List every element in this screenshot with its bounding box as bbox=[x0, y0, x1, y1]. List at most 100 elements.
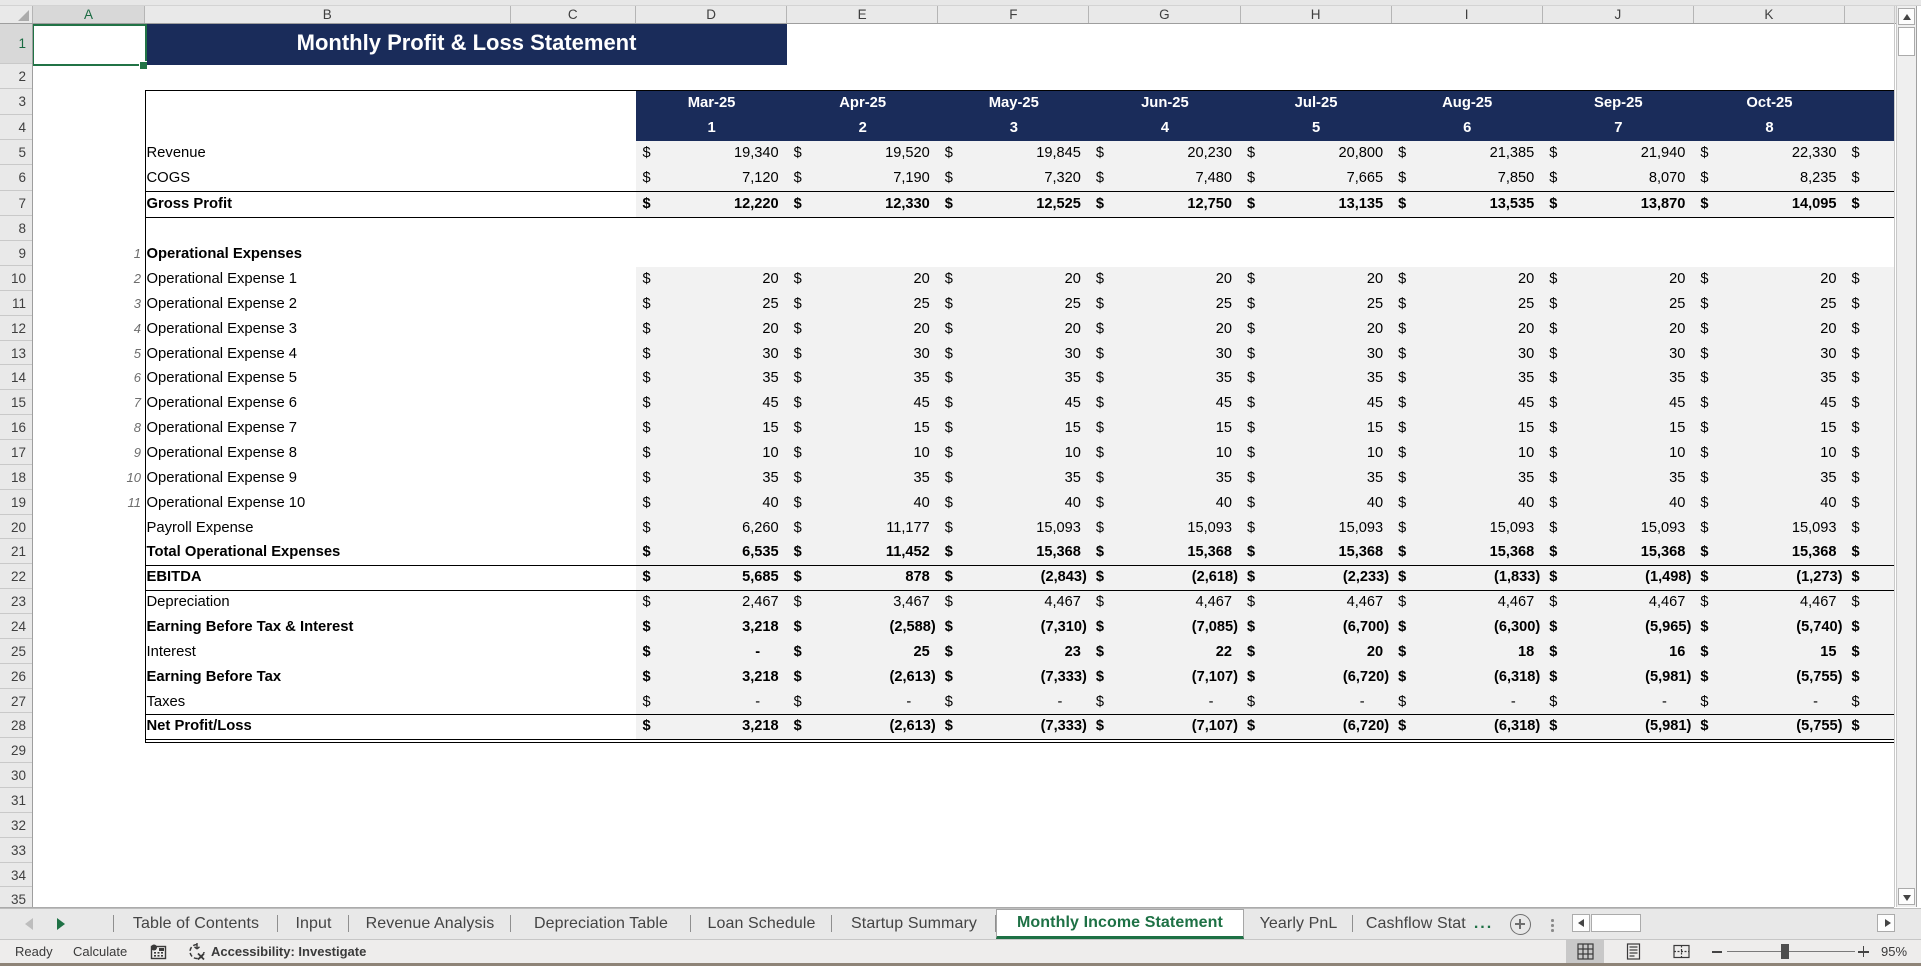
status-accessibility[interactable]: Accessibility: Investigate bbox=[211, 944, 367, 959]
zoom-in-button[interactable] bbox=[1857, 945, 1870, 958]
row-header-13[interactable]: 13 bbox=[0, 342, 32, 366]
cell-value: 15 bbox=[762, 420, 779, 437]
cell-value: 20,230 bbox=[1187, 144, 1232, 161]
view-page-break-button[interactable] bbox=[1662, 940, 1700, 963]
column-header-G[interactable]: G bbox=[1089, 6, 1241, 23]
row-header-35[interactable]: 35 bbox=[0, 888, 32, 907]
scroll-left-button[interactable] bbox=[1572, 914, 1590, 932]
row-header-5[interactable]: 5 bbox=[0, 141, 32, 166]
row-header-12[interactable]: 12 bbox=[0, 317, 32, 341]
scroll-right-button[interactable] bbox=[1877, 914, 1895, 932]
view-page-layout-button[interactable] bbox=[1614, 940, 1652, 963]
fill-handle[interactable] bbox=[139, 61, 147, 69]
row-header-18[interactable]: 18 bbox=[0, 466, 32, 490]
column-header-H[interactable]: H bbox=[1241, 6, 1392, 23]
row-header-9[interactable]: 9 bbox=[0, 242, 32, 266]
row-header-2[interactable]: 2 bbox=[0, 65, 32, 90]
cell-currency: $ bbox=[1247, 618, 1256, 635]
row-header-34[interactable]: 34 bbox=[0, 864, 32, 888]
row-header-33[interactable]: 33 bbox=[0, 839, 32, 863]
row-header-28[interactable]: 28 bbox=[0, 714, 32, 739]
row-header-6[interactable]: 6 bbox=[0, 166, 32, 191]
cell-currency: $ bbox=[944, 494, 953, 511]
tab-splitter-dot bbox=[1551, 919, 1554, 922]
scroll-down-button[interactable] bbox=[1897, 888, 1915, 905]
zoom-slider-thumb[interactable] bbox=[1781, 944, 1789, 959]
row-header-24[interactable]: 24 bbox=[0, 615, 32, 639]
column-header-K[interactable]: K bbox=[1694, 6, 1845, 23]
row-header-27[interactable]: 27 bbox=[0, 690, 32, 714]
sheet-tab-startup-summary[interactable]: Startup Summary bbox=[832, 910, 996, 937]
cell-value: - bbox=[755, 693, 761, 710]
cell-value: 20 bbox=[762, 270, 779, 287]
row-header-4[interactable]: 4 bbox=[0, 116, 32, 140]
row-header-20[interactable]: 20 bbox=[0, 516, 32, 540]
column-header-E[interactable]: E bbox=[787, 6, 939, 23]
zoom-slider-track[interactable] bbox=[1727, 951, 1855, 952]
cell-value: 10 bbox=[1215, 444, 1232, 461]
cell-currency: $ bbox=[1247, 494, 1256, 511]
row-header-23[interactable]: 23 bbox=[0, 590, 32, 614]
sheet-tab-cashflow-stat[interactable]: Cashflow Stat... bbox=[1353, 910, 1506, 937]
row-header-3[interactable]: 3 bbox=[0, 90, 32, 115]
row-header-19[interactable]: 19 bbox=[0, 491, 32, 515]
h-scroll-thumb[interactable] bbox=[1591, 914, 1641, 932]
column-header-C[interactable]: C bbox=[511, 6, 636, 23]
row-header-22[interactable]: 22 bbox=[0, 565, 32, 590]
cell-currency: $ bbox=[793, 469, 802, 486]
row-header-1[interactable]: 1 bbox=[0, 24, 32, 64]
column-header-F[interactable]: F bbox=[938, 6, 1090, 23]
zoom-out-button[interactable] bbox=[1711, 945, 1723, 958]
cell-currency: $ bbox=[793, 519, 802, 536]
row-header-32[interactable]: 32 bbox=[0, 814, 32, 838]
row-header-7[interactable]: 7 bbox=[0, 192, 32, 217]
column-header-I[interactable]: I bbox=[1392, 6, 1543, 23]
sheet-tab-depreciation-table[interactable]: Depreciation Table bbox=[511, 910, 691, 937]
select-all-button[interactable] bbox=[0, 6, 33, 23]
column-header-B[interactable]: B bbox=[145, 6, 511, 23]
row-header-8[interactable]: 8 bbox=[0, 217, 32, 242]
row-header-14[interactable]: 14 bbox=[0, 366, 32, 391]
tab-nav-right-button[interactable] bbox=[52, 913, 72, 935]
row-header-16[interactable]: 16 bbox=[0, 416, 32, 440]
view-normal-button[interactable] bbox=[1566, 940, 1604, 963]
sheet-tab-yearly-pnl[interactable]: Yearly PnL bbox=[1244, 910, 1353, 937]
row-label: COGS bbox=[146, 170, 191, 187]
zoom-level[interactable]: 95% bbox=[1881, 944, 1908, 959]
scroll-up-button[interactable] bbox=[1897, 8, 1915, 25]
row-header-30[interactable]: 30 bbox=[0, 764, 32, 788]
new-sheet-button[interactable] bbox=[1510, 914, 1531, 935]
column-header-A[interactable]: A bbox=[33, 6, 145, 23]
row-header-25[interactable]: 25 bbox=[0, 640, 32, 664]
cell-value: 13,135 bbox=[1338, 195, 1384, 212]
row-header-10[interactable]: 10 bbox=[0, 267, 32, 291]
cell-currency: $ bbox=[1247, 643, 1256, 660]
row-header-15[interactable]: 15 bbox=[0, 391, 32, 416]
row-header-29[interactable]: 29 bbox=[0, 739, 32, 764]
row-header-21[interactable]: 21 bbox=[0, 540, 32, 565]
sheet-tab-monthly-income-statement[interactable]: Monthly Income Statement bbox=[996, 909, 1244, 939]
status-ready[interactable]: Ready bbox=[15, 944, 53, 959]
vertical-scrollbar[interactable] bbox=[1896, 6, 1917, 907]
row-header-26[interactable]: 26 bbox=[0, 665, 32, 689]
row-label: Earning Before Tax bbox=[146, 668, 282, 685]
sheet-tab-loan-schedule[interactable]: Loan Schedule bbox=[691, 910, 832, 937]
sheet-tab-table-of-contents[interactable]: Table of Contents bbox=[114, 910, 278, 937]
cell-value: (7,333) bbox=[1040, 668, 1087, 685]
tab-nav-left-button[interactable] bbox=[20, 913, 40, 935]
sheet-grid[interactable]: Monthly Profit & Loss Statement Mar-25 1 Ap… bbox=[33, 24, 1894, 907]
sheet-tab-input[interactable]: Input bbox=[278, 910, 349, 937]
cell-currency: $ bbox=[1095, 494, 1104, 511]
cell-currency: $ bbox=[1851, 594, 1860, 611]
cell-currency: $ bbox=[793, 144, 802, 161]
column-header-D[interactable]: D bbox=[636, 6, 788, 23]
macro-record-icon[interactable] bbox=[150, 944, 167, 960]
status-calculate[interactable]: Calculate bbox=[73, 944, 128, 959]
row-header-11[interactable]: 11 bbox=[0, 292, 32, 316]
column-header-J[interactable]: J bbox=[1543, 6, 1694, 23]
row-fill bbox=[636, 140, 1894, 167]
row-header-31[interactable]: 31 bbox=[0, 789, 32, 813]
v-scroll-thumb[interactable] bbox=[1897, 27, 1915, 56]
row-header-17[interactable]: 17 bbox=[0, 441, 32, 465]
sheet-tab-revenue-analysis[interactable]: Revenue Analysis bbox=[349, 910, 511, 937]
